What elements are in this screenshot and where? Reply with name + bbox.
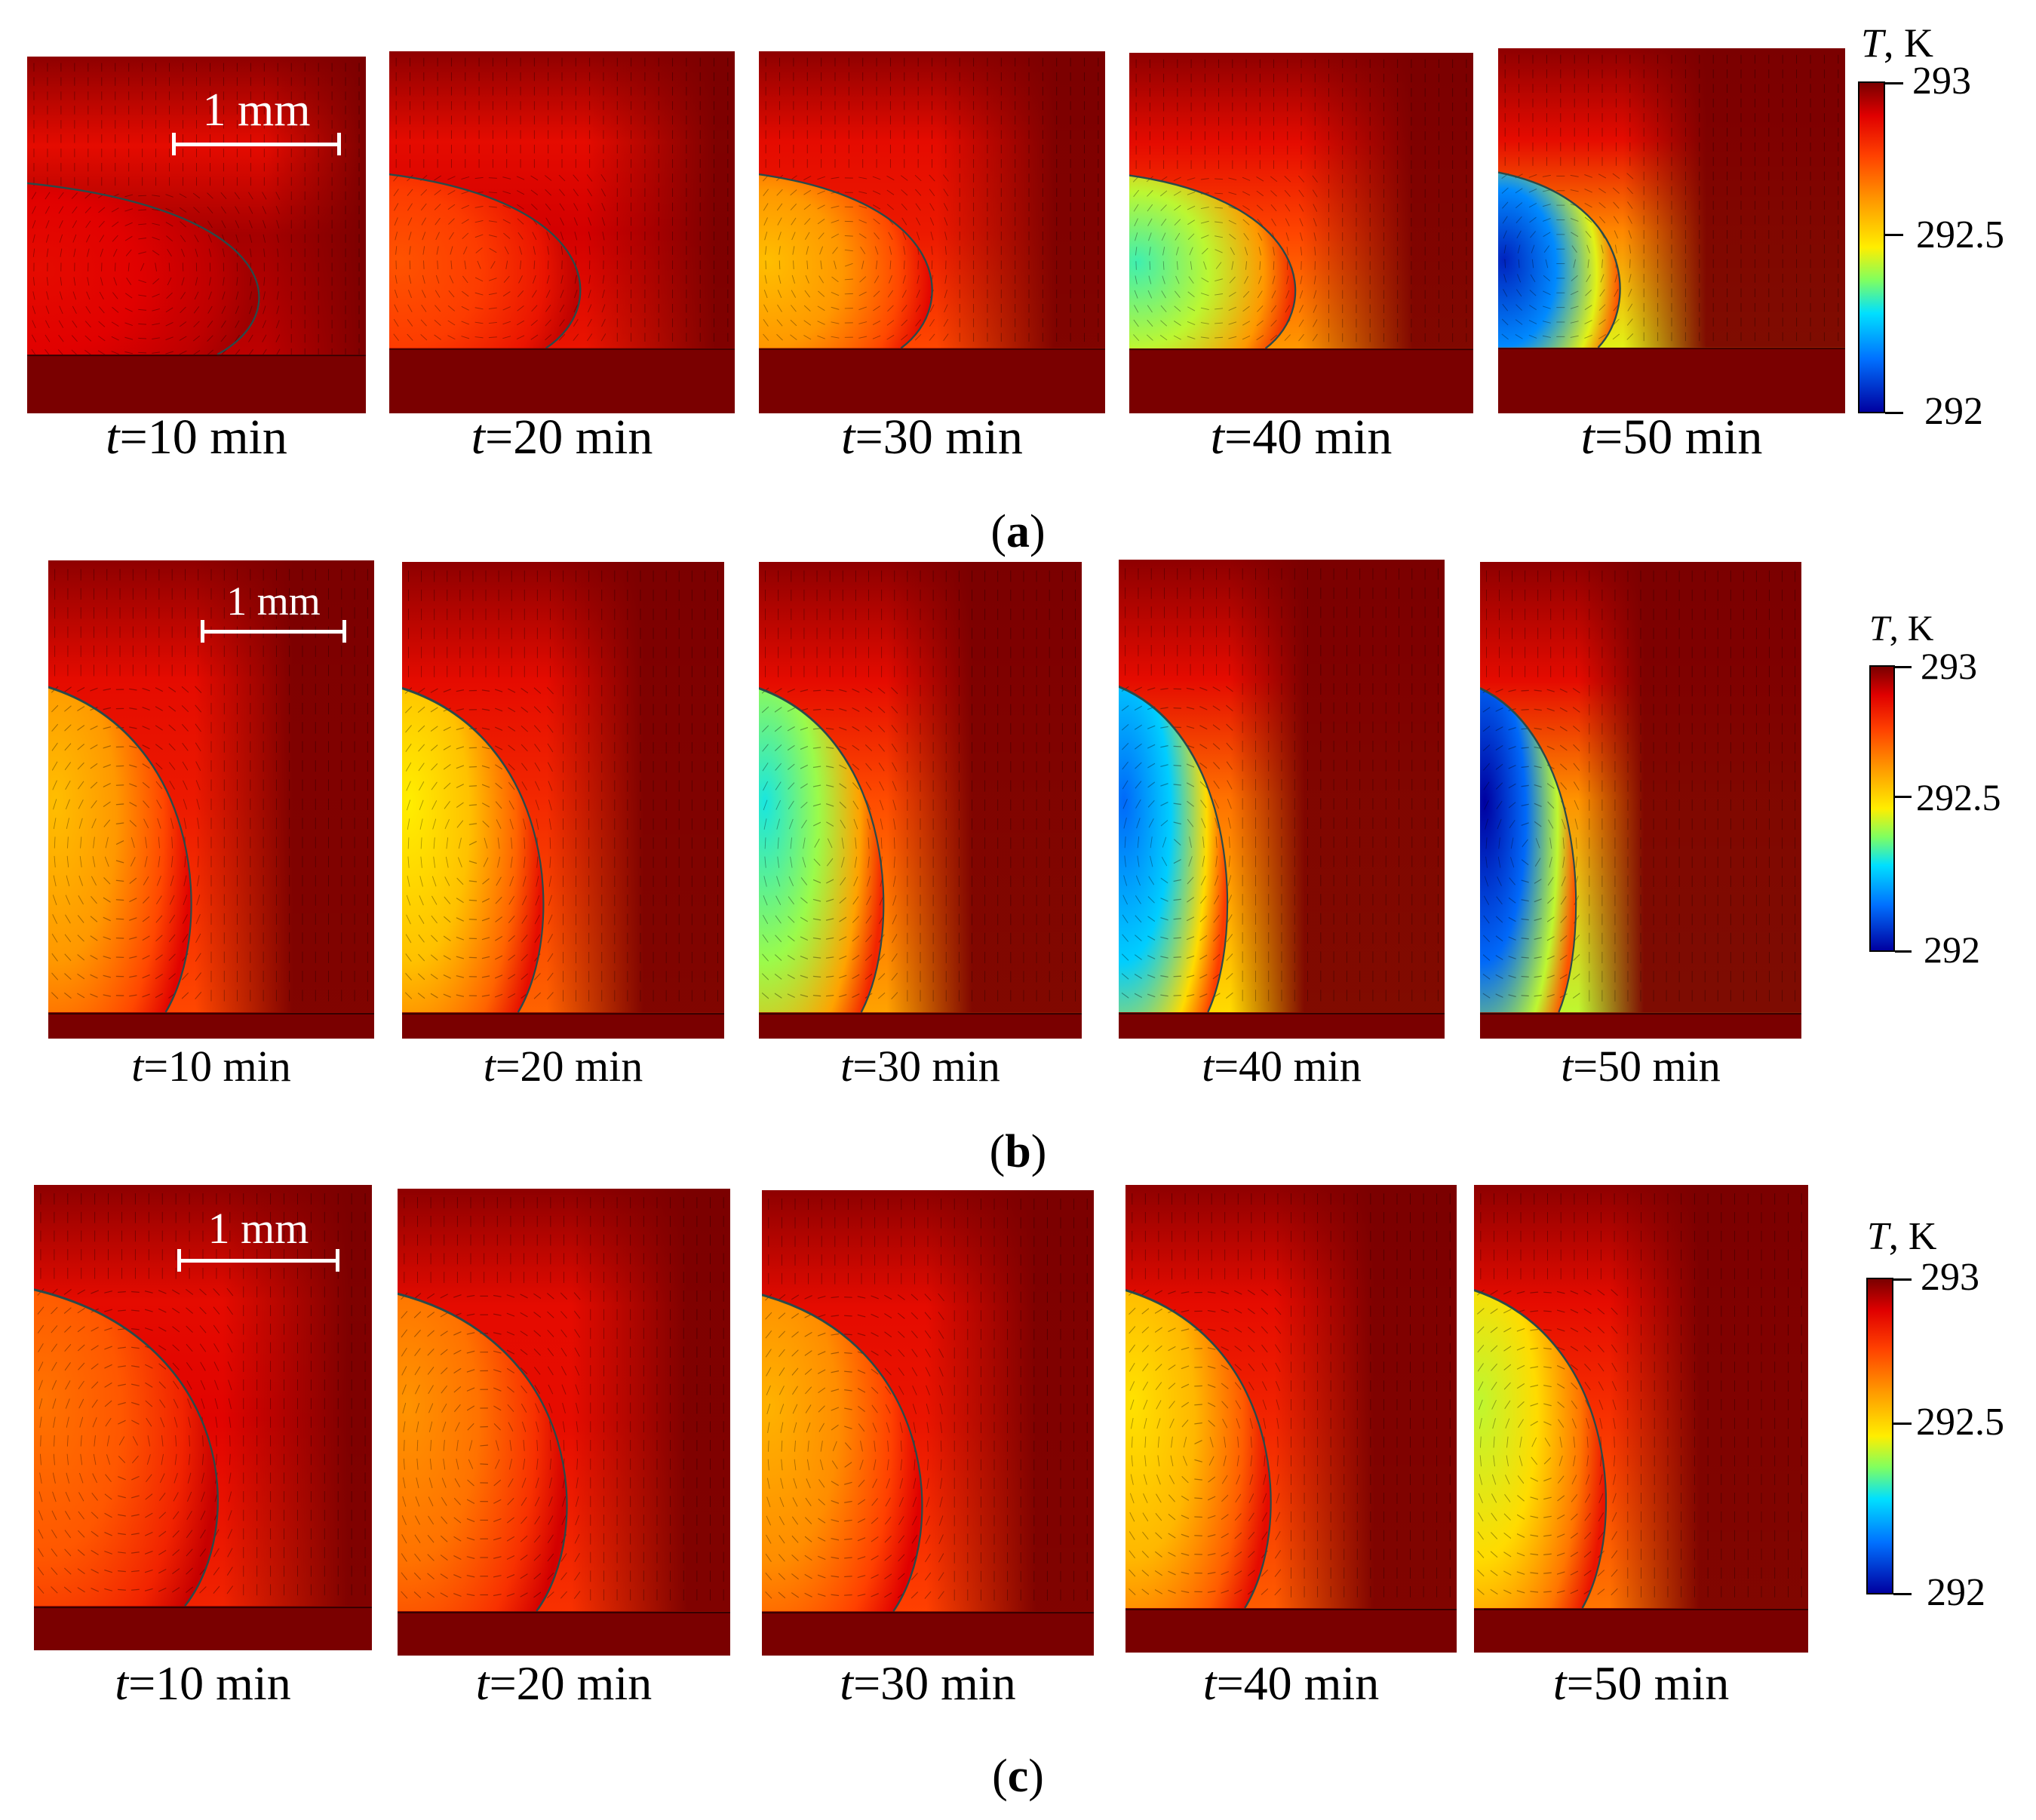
- contour-panel-a2: [389, 51, 735, 413]
- time-label-b4: t=40 min: [1202, 1042, 1362, 1091]
- contour-panel-a3: [759, 51, 1105, 413]
- colorbar-b: [1869, 665, 1895, 952]
- contour-panel-b1: [48, 560, 374, 1039]
- colorbar-title-b: T, K: [1869, 609, 1934, 649]
- colorbar-title-a: T, K: [1861, 20, 1934, 66]
- time-label-b2: t=20 min: [483, 1042, 643, 1091]
- colorbar-tick-b-292: 292: [1924, 928, 1980, 971]
- time-label-a1: t=10 min: [106, 410, 287, 465]
- scale-bar-label: 1 mm: [226, 579, 321, 624]
- colorbar-tick-c-293: 293: [1921, 1256, 1979, 1299]
- time-label-b3: t=30 min: [840, 1042, 1000, 1091]
- time-label-c5: t=50 min: [1552, 1656, 1730, 1710]
- scale-bar-a: 1 mm: [172, 78, 341, 155]
- contour-panel-b4: [1119, 560, 1445, 1039]
- colorbar-title-c: T, K: [1867, 1215, 1937, 1258]
- colorbar-c: [1866, 1278, 1893, 1594]
- colorbar-tick-b-2925: 292.5: [1916, 776, 2001, 818]
- contour-panel-a5: [1498, 48, 1845, 413]
- contour-panel-b5: [1480, 562, 1801, 1039]
- time-label-a5: t=50 min: [1580, 410, 1763, 465]
- time-label-c1: t=10 min: [115, 1656, 291, 1710]
- time-label-c3: t=30 min: [840, 1656, 1016, 1710]
- time-label-c2: t=20 min: [475, 1656, 653, 1710]
- contour-panel-c5: [1474, 1185, 1808, 1653]
- contour-panel-b3: [759, 562, 1082, 1039]
- contour-panel-c3: [762, 1190, 1094, 1656]
- colorbar-tick-b-293: 293: [1921, 645, 1977, 687]
- contour-panel-a4: [1129, 53, 1473, 413]
- subfigure-label-b: (b): [989, 1126, 1047, 1177]
- contour-panel-c2: [398, 1189, 730, 1656]
- subfigure-label-a: (a): [990, 506, 1046, 557]
- time-label-c4: t=40 min: [1202, 1656, 1380, 1710]
- time-label-b5: t=50 min: [1561, 1042, 1721, 1091]
- scale-bar-label: 1 mm: [207, 1204, 309, 1253]
- colorbar-tick-a-2925: 292.5: [1916, 213, 2004, 256]
- time-label-b1: t=10 min: [131, 1042, 291, 1091]
- scale-bar-label: 1 mm: [202, 84, 311, 136]
- colorbar-tick-c-292: 292: [1927, 1571, 1985, 1614]
- time-label-a4: t=40 min: [1210, 410, 1393, 465]
- contour-panel-a1: [27, 57, 366, 413]
- colorbar-tick-a-292: 292: [1924, 390, 1983, 433]
- contour-panel-b2: [402, 562, 724, 1039]
- colorbar-tick-a-293: 293: [1912, 60, 1971, 103]
- contour-panel-c4: [1125, 1185, 1457, 1653]
- time-label-a3: t=30 min: [841, 410, 1023, 465]
- subfigure-label-c: (c): [992, 1751, 1044, 1802]
- colorbar-tick-c-2925: 292.5: [1916, 1401, 2004, 1444]
- scale-bar-b: 1 mm: [201, 573, 346, 643]
- colorbar-a: [1858, 81, 1885, 413]
- time-label-a2: t=20 min: [471, 410, 653, 465]
- scale-bar-c: 1 mm: [177, 1201, 339, 1272]
